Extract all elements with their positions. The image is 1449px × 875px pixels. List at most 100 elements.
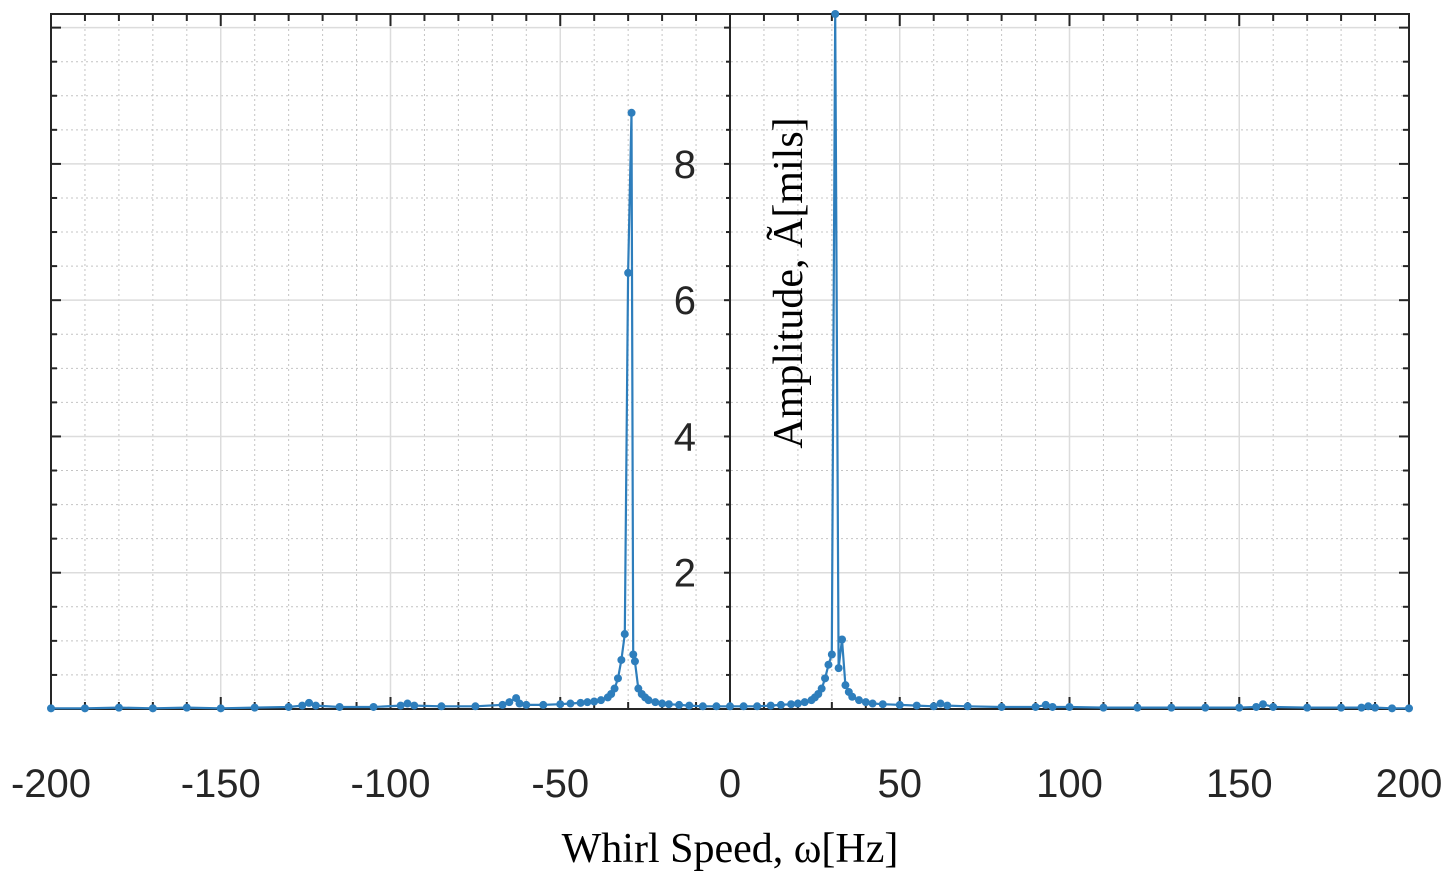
data-point (685, 701, 694, 710)
data-point (824, 660, 833, 669)
data-point (1041, 700, 1050, 709)
x-tick-label: -100 (350, 762, 430, 806)
x-tick-label: 0 (719, 762, 741, 806)
data-point (912, 701, 921, 710)
data-point (644, 696, 653, 705)
data-point (216, 704, 225, 713)
data-point (838, 635, 847, 644)
data-point (471, 702, 480, 711)
data-point (576, 698, 585, 707)
x-tick-label: -50 (531, 762, 589, 806)
minor-grid (51, 14, 1409, 709)
data-point (1252, 702, 1261, 711)
x-tick-label: 200 (1376, 762, 1443, 806)
data-point (855, 696, 864, 705)
data-point (766, 701, 775, 710)
data-point (627, 108, 636, 117)
data-point (396, 701, 405, 710)
y-tick-label: 4 (674, 415, 696, 459)
data-point (311, 701, 320, 710)
x-axis-title: Whirl Speed, ω[Hz] (562, 826, 899, 872)
data-point (895, 700, 904, 709)
series-layer (47, 10, 1413, 713)
data-point (410, 701, 419, 710)
data-point (114, 703, 123, 712)
data-point (675, 700, 684, 709)
data-point (658, 699, 667, 708)
y-axis-title: Amplitude, Ã[mils] (766, 117, 812, 448)
data-point (651, 698, 660, 707)
data-point (437, 702, 446, 711)
data-point (831, 10, 840, 18)
data-point (556, 700, 565, 709)
data-point (943, 701, 952, 710)
data-point (617, 655, 626, 664)
data-point (47, 704, 55, 713)
data-point (1357, 703, 1366, 712)
data-point (1405, 704, 1413, 713)
data-point (776, 700, 785, 709)
data-point (629, 650, 638, 659)
data-point (800, 698, 809, 707)
data-point (1201, 703, 1210, 712)
data-point (963, 702, 972, 711)
data-point (610, 684, 619, 693)
data-point (841, 681, 850, 690)
data-point (1371, 703, 1380, 712)
data-point (498, 700, 507, 709)
x-tick-label: -150 (181, 762, 261, 806)
data-point (1364, 702, 1373, 711)
x-tick-labels: -200 -150 -100 -50 0 50 100 150 200 (11, 762, 1442, 806)
data-point (793, 699, 802, 708)
data-point (305, 698, 314, 707)
data-point (821, 674, 830, 683)
data-point (1048, 702, 1057, 711)
data-point (596, 696, 605, 705)
data-point (80, 704, 89, 713)
data-point (515, 699, 524, 708)
data-point (1269, 702, 1278, 711)
x-tick-label: 150 (1206, 762, 1273, 806)
data-point (712, 702, 721, 711)
data-point (861, 698, 870, 707)
data-point (698, 702, 707, 711)
data-point (583, 698, 592, 707)
data-point (878, 700, 887, 709)
data-point (590, 697, 599, 706)
data-point (1031, 702, 1040, 711)
x-tick-label: 100 (1036, 762, 1103, 806)
data-point (613, 674, 622, 683)
data-point (997, 702, 1006, 711)
y-tick-label: 2 (674, 552, 696, 596)
data-point (505, 698, 514, 707)
data-point (753, 702, 762, 711)
data-point (182, 703, 191, 712)
data-point (739, 702, 748, 711)
data-point (624, 268, 633, 277)
data-point (620, 630, 629, 639)
data-point (817, 684, 826, 693)
data-point (1133, 703, 1142, 712)
data-point (834, 664, 843, 673)
data-point (726, 702, 734, 711)
data-point (250, 703, 259, 712)
y-tick-label: 6 (674, 279, 696, 323)
data-point (936, 699, 945, 708)
data-point (369, 702, 378, 711)
x-tick-label: 50 (878, 762, 923, 806)
data-point (827, 650, 836, 659)
data-point (1337, 703, 1346, 712)
data-point (1259, 700, 1268, 709)
data-point (1065, 702, 1074, 711)
data-point (335, 702, 344, 711)
data-point (1303, 703, 1312, 712)
data-point (1099, 703, 1108, 712)
data-point (566, 699, 575, 708)
y-tick-labels: 2 4 6 8 (674, 143, 696, 596)
data-point (403, 699, 412, 708)
data-point (630, 657, 639, 666)
data-point (848, 692, 857, 701)
data-point (1388, 704, 1397, 713)
data-point (868, 699, 877, 708)
